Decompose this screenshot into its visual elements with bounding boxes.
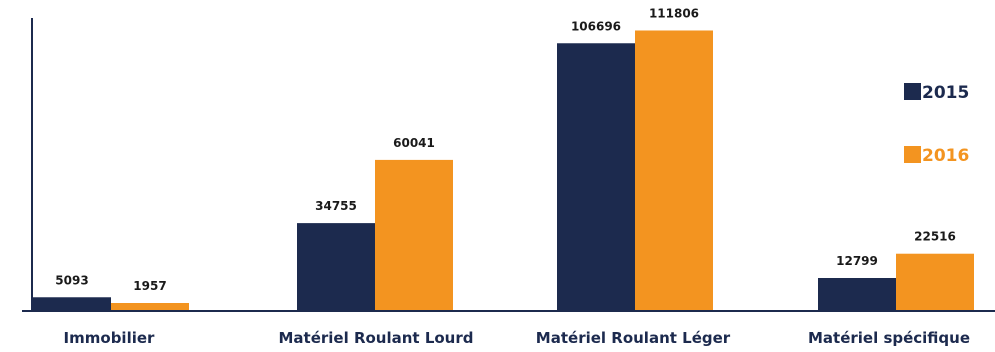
value-label-2015-3: 106696 [571, 19, 621, 33]
bar-2016-4 [896, 253, 974, 310]
category-label-4: Matériel spécifique [808, 329, 970, 347]
category-label-3: Matériel Roulant Léger [536, 329, 731, 347]
value-label-2015-2: 34755 [315, 199, 357, 213]
bar-2016-3 [635, 30, 713, 311]
value-label-2015-4: 12799 [836, 254, 878, 268]
category-label-1: Immobilier [64, 329, 155, 347]
bar-2016-2 [375, 159, 453, 310]
value-label-2016-4: 22516 [914, 230, 956, 244]
bar-2015-1 [33, 297, 111, 310]
bar-2016-1 [111, 303, 189, 310]
legend-swatch-2016 [904, 146, 921, 163]
legend-label-2015: 2015 [922, 83, 969, 103]
legend-swatch-2015 [904, 83, 921, 100]
bar-2015-4 [818, 278, 896, 310]
bar-2015-2 [297, 223, 375, 310]
category-labels-layer: Immobilier Matériel Roulant Lourd Matériel… [64, 329, 970, 347]
value-label-2016-3: 111806 [649, 6, 699, 20]
category-label-2: Matériel Roulant Lourd [278, 329, 473, 347]
legend: 2015 2016 [904, 83, 969, 166]
value-label-2016-2: 60041 [393, 136, 435, 150]
bars-layer [33, 30, 974, 311]
value-label-2015-1: 5093 [55, 273, 88, 287]
legend-label-2016: 2016 [922, 146, 969, 166]
value-labels-layer: 5093 1957 34755 60041 106696 111806 12799 22516 [55, 6, 956, 293]
bar-2015-3 [557, 43, 635, 310]
value-label-2016-1: 1957 [133, 279, 166, 293]
